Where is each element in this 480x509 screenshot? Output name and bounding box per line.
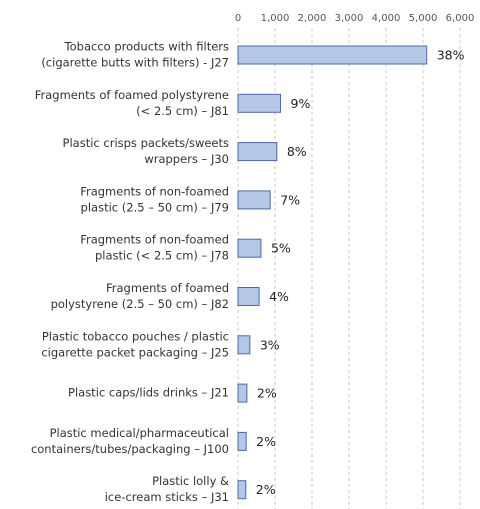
bar xyxy=(237,480,247,500)
category-label: Fragments of non-foamed xyxy=(80,233,229,247)
x-tick-label: 3,000 xyxy=(335,13,364,24)
category-label: Fragments of foamed xyxy=(106,281,229,295)
bar xyxy=(237,335,251,355)
category-label: (< 2.5 cm) – J81 xyxy=(136,104,229,118)
bar xyxy=(237,190,271,210)
x-tick-label: 1,000 xyxy=(261,13,290,24)
x-tick-label: 4,000 xyxy=(372,13,401,24)
value-label: 2% xyxy=(256,434,276,449)
category-label: containers/tubes/packaging – J100 xyxy=(31,442,229,456)
value-label: 38% xyxy=(437,48,465,63)
category-label: ice-cream sticks – J31 xyxy=(105,490,229,504)
category-label: Plastic caps/lids drinks – J21 xyxy=(68,386,229,400)
x-tick-label: 5,000 xyxy=(409,13,438,24)
value-label: 2% xyxy=(256,482,276,497)
value-label: 8% xyxy=(287,144,307,159)
category-label: plastic (< 2.5 cm) – J78 xyxy=(95,249,229,263)
category-label: (cigarette butts with filters) - J27 xyxy=(41,56,229,70)
bar xyxy=(237,142,278,162)
bar xyxy=(237,45,428,65)
value-label: 3% xyxy=(260,337,280,352)
category-label: Tobacco products with filters xyxy=(64,40,229,54)
bar xyxy=(237,238,262,258)
value-label: 5% xyxy=(271,241,291,256)
value-label: 2% xyxy=(257,386,277,401)
category-label: Fragments of non-foamed xyxy=(80,184,229,198)
bar xyxy=(237,93,282,113)
x-tick-label: 6,000 xyxy=(446,13,475,24)
value-label: 7% xyxy=(280,192,300,207)
category-label: Plastic medical/pharmaceutical xyxy=(50,426,229,440)
category-label: Plastic crisps packets/sweets xyxy=(63,136,229,150)
value-label: 9% xyxy=(291,96,311,111)
category-label: polystyrene (2.5 – 50 cm) – J82 xyxy=(51,297,229,311)
value-label: 4% xyxy=(269,289,289,304)
x-tick-label: 0 xyxy=(235,13,241,24)
bar xyxy=(237,431,247,451)
bar xyxy=(237,287,260,306)
category-label: cigarette packet packaging – J25 xyxy=(41,345,229,359)
x-tick-label: 2,000 xyxy=(298,13,327,24)
bar xyxy=(237,383,248,403)
category-label: Fragments of foamed polystyrene xyxy=(35,88,229,102)
category-label: plastic (2.5 – 50 cm) – J79 xyxy=(81,200,229,214)
category-label: Plastic lolly & xyxy=(152,474,229,488)
category-label: wrappers – J30 xyxy=(144,152,229,166)
category-label: Plastic tobacco pouches / plastic xyxy=(42,329,229,343)
